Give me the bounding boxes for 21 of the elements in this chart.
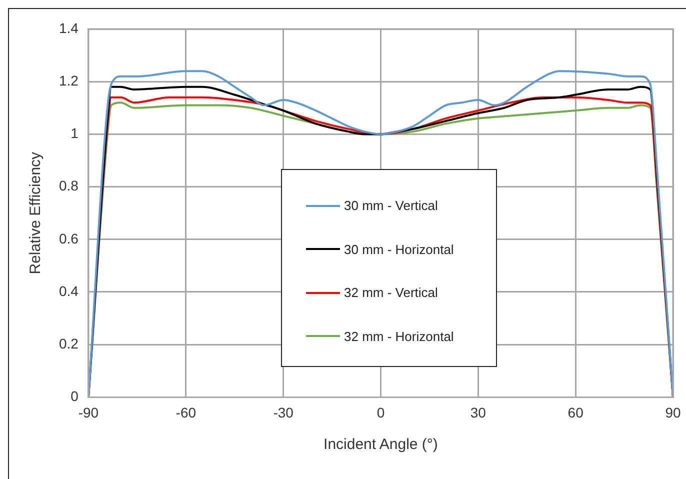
x-tick-label: 30 [470,404,486,420]
y-tick-label: 0.2 [58,335,79,352]
y-axis-title: Relative Efficiency [27,151,44,274]
y-tick-label: 0 [70,388,79,404]
x-tick-label: 0 [376,404,385,420]
legend-label: 30 mm - Vertical [344,198,438,214]
y-tick-label: 0.8 [58,178,79,194]
x-tick-label: 90 [665,404,681,420]
x-tick-label: -30 [273,404,294,420]
y-tick-label: 1.4 [58,20,79,36]
legend-label: 32 mm - Vertical [344,285,438,300]
legend-label: 32 mm - Horizontal [344,328,454,344]
y-tick-label: 0.6 [58,230,79,246]
y-tick-label: 0.4 [58,282,79,299]
y-tick-label: 1 [70,125,79,142]
x-tick-label: -90 [78,404,99,420]
x-tick-label: 60 [568,404,584,420]
legend-label: 30 mm - Horizontal [344,242,454,257]
x-axis-title: Incident Angle (°) [324,436,438,454]
y-tick-label: 1.2 [58,72,79,88]
x-tick-label: -60 [176,404,196,420]
